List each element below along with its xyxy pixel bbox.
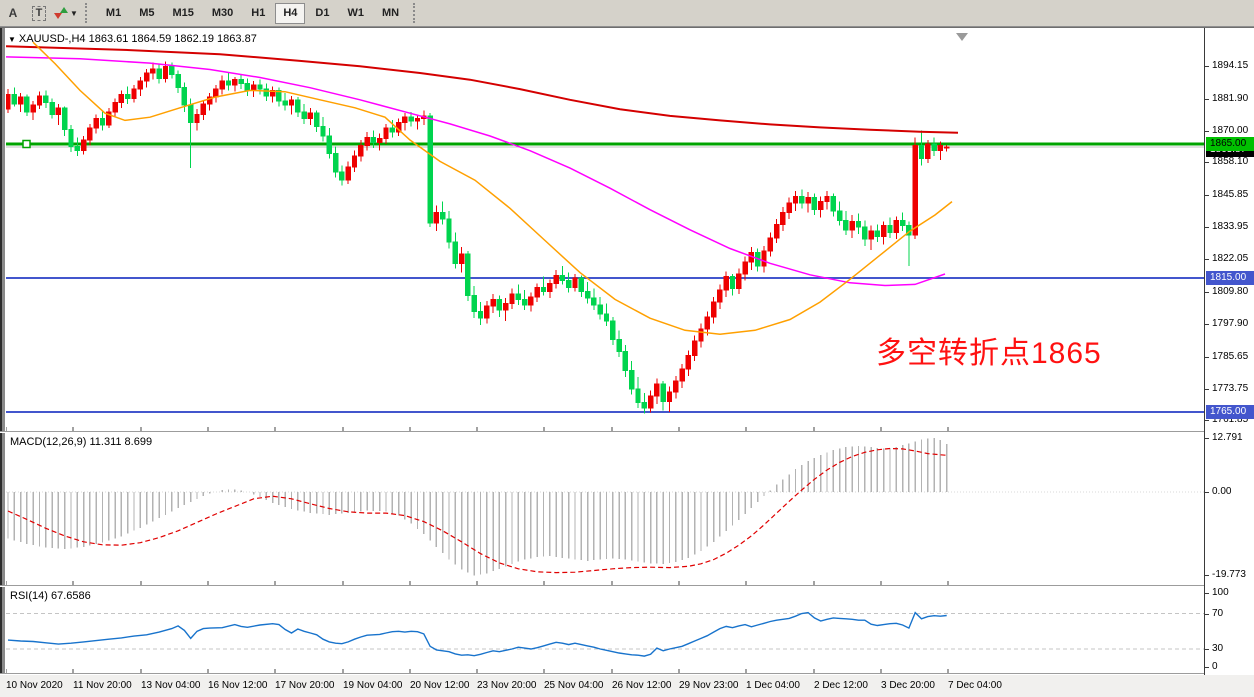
timeframe-button-M15[interactable]: M15: [172, 7, 194, 19]
timeframe-button-D1[interactable]: D1: [315, 7, 330, 19]
date-axis-label: 2 Dec 12:00: [814, 680, 868, 691]
price-axis-label: 1894.15: [1212, 60, 1249, 71]
pane-splitter[interactable]: [0, 431, 1254, 433]
date-axis-label: 10 Nov 2020: [6, 680, 63, 691]
timeframe-toolbar: M1 M5 M15 M30 H1 H4 D1 W1 MN: [97, 2, 408, 24]
rsi-indicator-label: RSI(14) 67.6586: [10, 590, 91, 602]
ma-slow-red-line[interactable]: [6, 45, 959, 134]
date-axis-label: 26 Nov 12:00: [612, 680, 672, 691]
date-axis-label: 11 Nov 20:00: [73, 680, 132, 691]
timeframe-button-MN[interactable]: MN: [381, 7, 400, 19]
price-tag-1815.00[interactable]: 1815.00: [1206, 271, 1254, 285]
chevron-down-icon: ▼: [8, 35, 16, 44]
date-axis-label: 7 Dec 04:00: [948, 680, 1002, 691]
macd-canvas[interactable]: [6, 433, 1204, 585]
timeframe-button-M5[interactable]: M5: [139, 7, 155, 19]
date-axis-label: 17 Nov 20:00: [275, 680, 335, 691]
letter-t-icon: T: [31, 5, 47, 21]
date-axis-label: 25 Nov 04:00: [544, 680, 604, 691]
chart-shift-marker[interactable]: [956, 33, 968, 41]
rsi-pane[interactable]: [6, 587, 1204, 673]
price-axis-label: 1870.00: [1212, 125, 1249, 136]
date-axis-label: 20 Nov 12:00: [410, 680, 470, 691]
timeframe-button-W1[interactable]: W1: [347, 7, 364, 19]
date-axis-label: 13 Nov 04:00: [141, 680, 201, 691]
price-axis[interactable]: 1894.15 1881.90 1870.00 1858.10 1845.85 1833.…: [1204, 28, 1254, 675]
price-axis-label: 1845.85: [1212, 189, 1249, 200]
rsi-axis-label: 70: [1212, 608, 1224, 619]
chart-window: ▼ XAUUSD-,H4 1863.61 1864.59 1862.19 1863…: [0, 27, 1254, 697]
candlestick-canvas[interactable]: [6, 29, 1204, 431]
rsi-canvas[interactable]: [6, 587, 1204, 673]
toolbar-grip-end[interactable]: [413, 3, 420, 23]
price-axis-label: 1761.85: [1212, 414, 1249, 425]
price-axis-label: 1822.05: [1212, 253, 1249, 264]
price-axis-label: 1858.10: [1212, 156, 1249, 167]
date-axis-label: 19 Nov 04:00: [343, 680, 403, 691]
ma-fast-orange-line[interactable]: [32, 41, 953, 336]
price-axis-label: 1797.90: [1212, 318, 1249, 329]
hline-handle: [22, 139, 31, 149]
candles: [6, 61, 950, 414]
rsi-axis-label: 100: [1212, 587, 1229, 598]
price-tag-1865.00[interactable]: 1865.00: [1206, 137, 1254, 151]
price-tag-1765.00[interactable]: 1765.00: [1206, 405, 1254, 419]
macd-pane[interactable]: [6, 433, 1204, 585]
date-axis-label: 3 Dec 20:00: [881, 680, 935, 691]
timeframe-button-H1[interactable]: H1: [251, 7, 266, 19]
timeframe-button-H4[interactable]: H4: [275, 2, 306, 24]
macd-signal-line[interactable]: [7, 447, 947, 574]
window-left-border: [0, 28, 6, 697]
date-axis-label: 1 Dec 04:00: [746, 680, 800, 691]
price-axis-label: 1773.75: [1212, 383, 1249, 394]
rsi-line[interactable]: [7, 611, 947, 657]
annotation-text[interactable]: 多空转折点1865: [876, 337, 1102, 370]
toolbar-grip[interactable]: [84, 3, 92, 23]
macd-axis-label: -19.773: [1212, 569, 1246, 580]
macd-axis-label: 0.00: [1212, 486, 1232, 497]
symbol-ohlc-text: XAUUSD-,H4 1863.61 1864.59 1862.19 1863.…: [18, 33, 257, 45]
price-axis-label: 1833.95: [1212, 221, 1249, 232]
price-chart-pane[interactable]: [6, 29, 1204, 431]
date-axis-label: 29 Nov 23:00: [679, 680, 739, 691]
macd-indicator-label: MACD(12,26,9) 11.311 8.699: [10, 436, 153, 448]
text-box-tool-button[interactable]: T: [27, 3, 51, 24]
rsi-axis-label: 0: [1212, 661, 1218, 672]
letter-a-icon: A: [8, 6, 18, 20]
chevron-down-icon: ▼: [70, 8, 78, 18]
price-axis-label: 1785.65: [1212, 351, 1249, 362]
ma-mid-magenta-line[interactable]: [6, 56, 946, 287]
text-label-tool-button[interactable]: A: [1, 3, 25, 24]
date-axis-label: 16 Nov 12:00: [208, 680, 268, 691]
toolbar: A T ▼ M1 M5 M15 M30 H1 H4 D1 W1 MN: [0, 0, 1254, 27]
symbol-header[interactable]: ▼ XAUUSD-,H4 1863.61 1864.59 1862.19 1863…: [8, 33, 257, 45]
pane-splitter[interactable]: [0, 585, 1254, 587]
macd-axis-label: 12.791: [1212, 432, 1243, 443]
price-axis-label: 1809.80: [1212, 286, 1249, 297]
cycle-symbols-button[interactable]: ▼: [53, 3, 79, 24]
up-down-arrows-icon: [54, 7, 68, 19]
rsi-axis-label: 30: [1212, 643, 1224, 654]
timeframe-button-M1[interactable]: M1: [105, 7, 122, 19]
pane-splitter[interactable]: [0, 673, 1254, 675]
date-axis-label: 23 Nov 20:00: [477, 680, 537, 691]
time-axis[interactable]: 10 Nov 2020 11 Nov 20:00 13 Nov 04:00 16 No…: [0, 675, 1254, 697]
price-axis-label: 1881.90: [1212, 93, 1249, 104]
timeframe-button-M30[interactable]: M30: [211, 7, 234, 19]
